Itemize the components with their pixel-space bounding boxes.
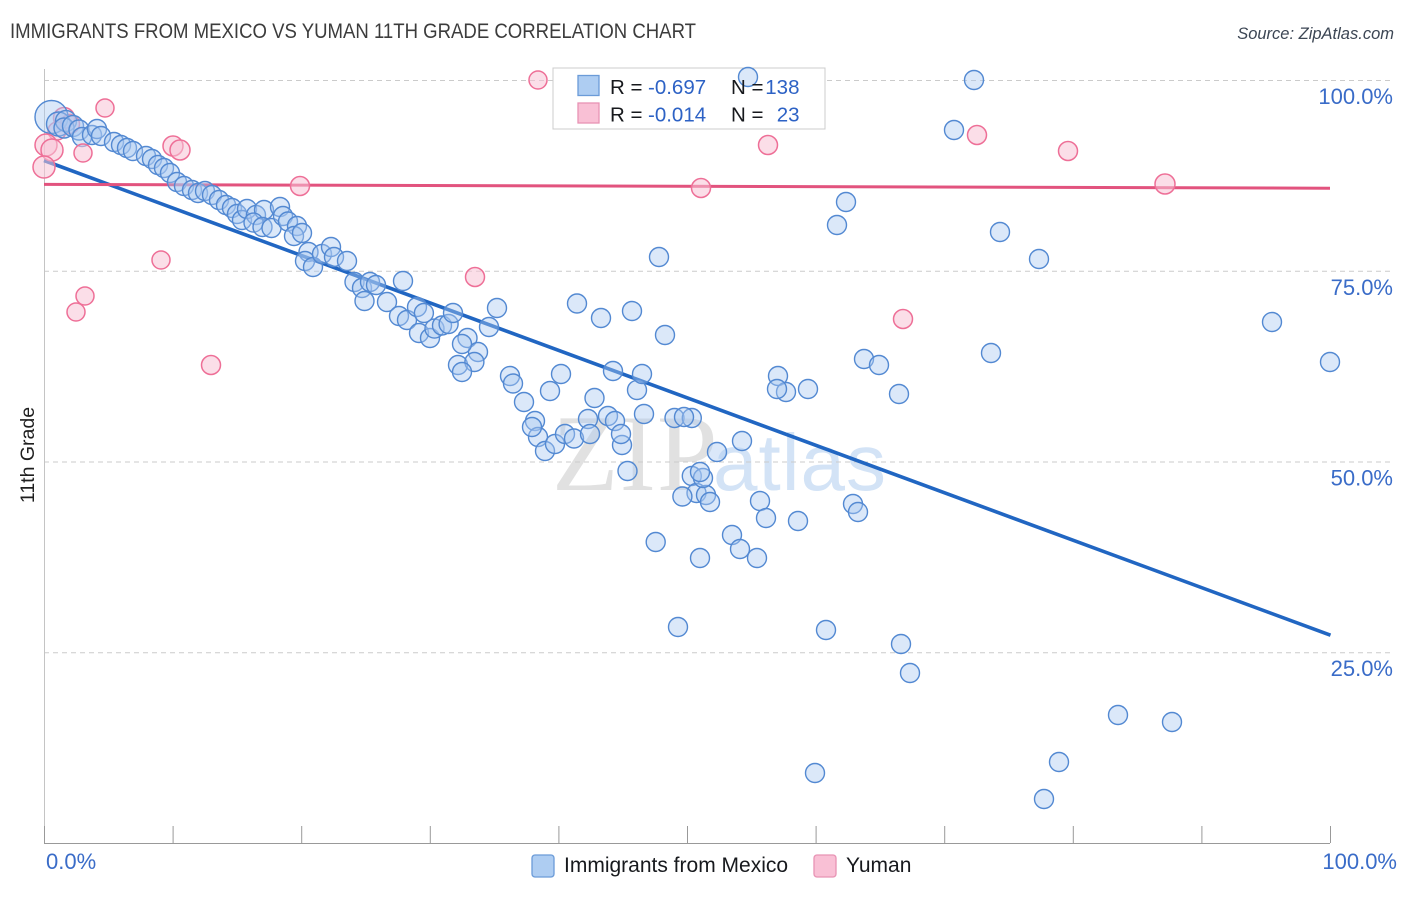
svg-text:75.0%: 75.0% <box>1331 275 1393 300</box>
svg-text:0.0%: 0.0% <box>46 849 96 874</box>
svg-text:-0.014: -0.014 <box>648 104 706 127</box>
svg-text:R =: R = <box>610 104 642 127</box>
svg-text:50.0%: 50.0% <box>1331 466 1393 491</box>
svg-text:Source: ZipAtlas.com: Source: ZipAtlas.com <box>1237 25 1394 43</box>
svg-text:N =: N = <box>731 76 763 99</box>
svg-text:23: 23 <box>777 104 800 127</box>
svg-text:11th Grade: 11th Grade <box>17 407 39 503</box>
svg-text:Immigrants from Mexico: Immigrants from Mexico <box>564 854 788 877</box>
svg-text:100.0%: 100.0% <box>1318 84 1393 109</box>
svg-text:100.0%: 100.0% <box>1322 849 1397 874</box>
svg-text:Yuman: Yuman <box>846 854 911 877</box>
svg-text:R =: R = <box>610 76 642 99</box>
svg-text:IMMIGRANTS FROM MEXICO VS YUMA: IMMIGRANTS FROM MEXICO VS YUMAN 11TH GRA… <box>10 19 696 43</box>
svg-text:25.0%: 25.0% <box>1331 656 1393 681</box>
svg-text:138: 138 <box>765 76 799 99</box>
svg-text:N =: N = <box>731 104 763 127</box>
svg-text:-0.697: -0.697 <box>648 76 706 99</box>
